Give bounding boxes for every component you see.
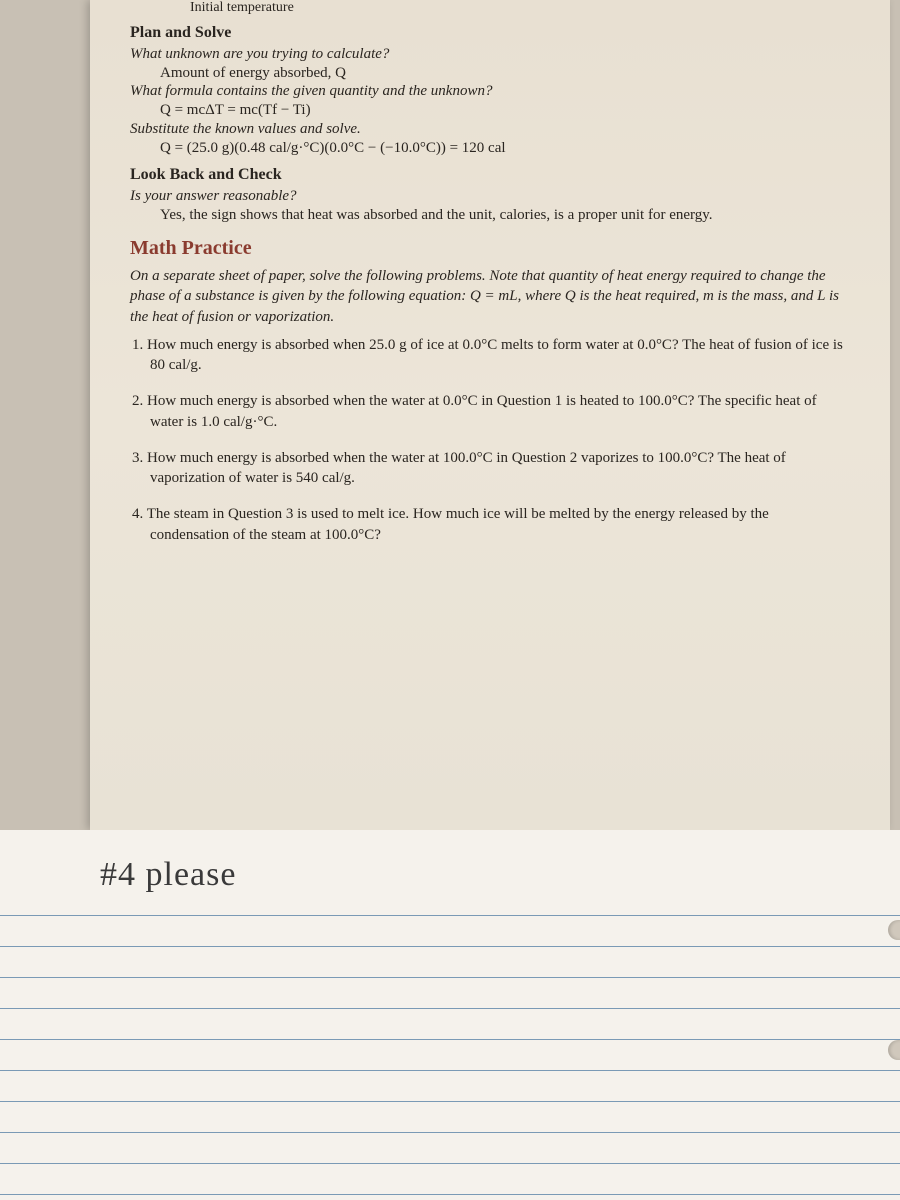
textbook-page: Initial temperature Plan and Solve What …: [90, 0, 890, 830]
handwritten-note: #4 please: [100, 856, 236, 894]
notebook-rules: [0, 885, 900, 1200]
problem-1: 1. How much energy is absorbed when 25.0…: [132, 335, 850, 376]
plan-a2: Q = mcΔT = mc(Tf − Ti): [160, 100, 850, 120]
plan-q1: What unknown are you trying to calculate…: [130, 46, 850, 63]
problem-3: 3. How much energy is absorbed when the …: [132, 448, 850, 489]
plan-a3: Q = (25.0 g)(0.48 cal/g·°C)(0.0°C − (−10…: [160, 138, 850, 158]
look-back-title: Look Back and Check: [130, 166, 850, 184]
problem-2: 2. How much energy is absorbed when the …: [132, 391, 850, 432]
problem-4: 4. The steam in Question 3 is used to me…: [132, 504, 850, 545]
look-back-a1: Yes, the sign shows that heat was absorb…: [160, 205, 850, 225]
math-practice-heading: Math Practice: [130, 237, 850, 260]
plan-q2: What formula contains the given quantity…: [130, 83, 850, 100]
notebook-paper: #4 please: [0, 830, 900, 1200]
plan-a1: Amount of energy absorbed, Q: [160, 63, 850, 83]
plan-q3: Substitute the known values and solve.: [130, 121, 850, 138]
math-practice-intro: On a separate sheet of paper, solve the …: [130, 266, 850, 327]
plan-solve-title: Plan and Solve: [130, 24, 850, 42]
look-back-q1: Is your answer reasonable?: [130, 188, 850, 205]
top-cut-text: Initial temperature: [190, 0, 850, 16]
